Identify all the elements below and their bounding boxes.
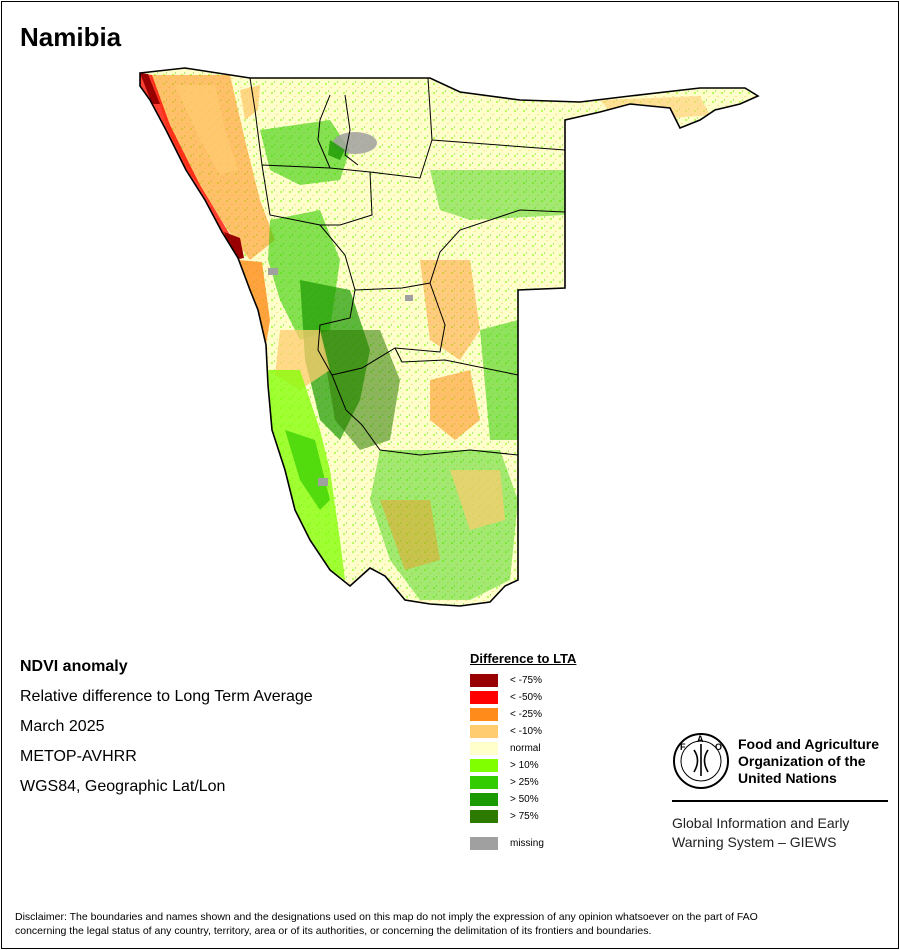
legend-label: < -75%	[510, 675, 542, 686]
legend-item: < -75%	[470, 672, 576, 689]
projection-info: WGS84, Geographic Lat/Lon	[20, 778, 226, 795]
legend-item: < -10%	[470, 723, 576, 740]
map-info: NDVI anomaly Relative difference to Long…	[20, 656, 313, 806]
legend-item: > 25%	[470, 774, 576, 791]
country-title: Namibia	[20, 22, 122, 52]
legend-item: > 10%	[470, 757, 576, 774]
legend-swatch	[470, 691, 498, 704]
legend-item: > 75%	[470, 808, 576, 825]
legend-label: < -50%	[510, 692, 542, 703]
time-period: March 2025	[20, 718, 105, 735]
legend-label-missing: missing	[510, 838, 544, 849]
legend-swatch	[470, 674, 498, 687]
sensor-name: METOP-AVHRR	[20, 748, 137, 765]
legend-item-missing: missing	[470, 835, 576, 852]
fao-name: Food and Agriculture Organization of the…	[738, 736, 880, 786]
legend-swatch	[470, 725, 498, 738]
legend-label: normal	[510, 743, 541, 754]
legend-item: normal	[470, 740, 576, 757]
legend-item: < -50%	[470, 689, 576, 706]
svg-text:O: O	[715, 742, 722, 752]
legend-swatch	[470, 793, 498, 806]
legend-label: > 25%	[510, 777, 539, 788]
fao-giews-logo: F A O Food and Agriculture Organization …	[672, 730, 888, 860]
svg-text:F: F	[680, 742, 686, 752]
svg-text:A: A	[697, 734, 704, 744]
logo-divider	[672, 800, 888, 802]
giews-name: Global Information and Early Warning Sys…	[672, 815, 850, 850]
namibia-landmass	[140, 68, 758, 606]
legend-label: > 10%	[510, 760, 539, 771]
product-description: Relative difference to Long Term Average	[20, 688, 313, 705]
legend-label: > 50%	[510, 794, 539, 805]
legend-title: Difference to LTA	[470, 651, 577, 666]
legend-swatch	[470, 742, 498, 755]
legend-item: > 50%	[470, 791, 576, 808]
legend-swatch	[470, 759, 498, 772]
legend-label: < -10%	[510, 726, 542, 737]
legend-label: < -25%	[510, 709, 542, 720]
legend-swatch-missing	[470, 837, 498, 850]
legend-swatch	[470, 708, 498, 721]
product-name: NDVI anomaly	[20, 658, 128, 675]
legend-label: > 75%	[510, 811, 539, 822]
disclaimer-text: Disclaimer: The boundaries and names sho…	[15, 911, 758, 937]
ndvi-anomaly-map	[139, 67, 760, 607]
namibia-border	[139, 67, 760, 607]
legend-swatch	[470, 776, 498, 789]
regional-boundaries	[249, 77, 566, 456]
fao-emblem-icon: F A O	[673, 733, 729, 789]
legend-swatch	[470, 810, 498, 823]
legend-item: < -25%	[470, 706, 576, 723]
map-legend: Difference to LTA < -75% < -50% < -25% < -1…	[470, 651, 576, 852]
